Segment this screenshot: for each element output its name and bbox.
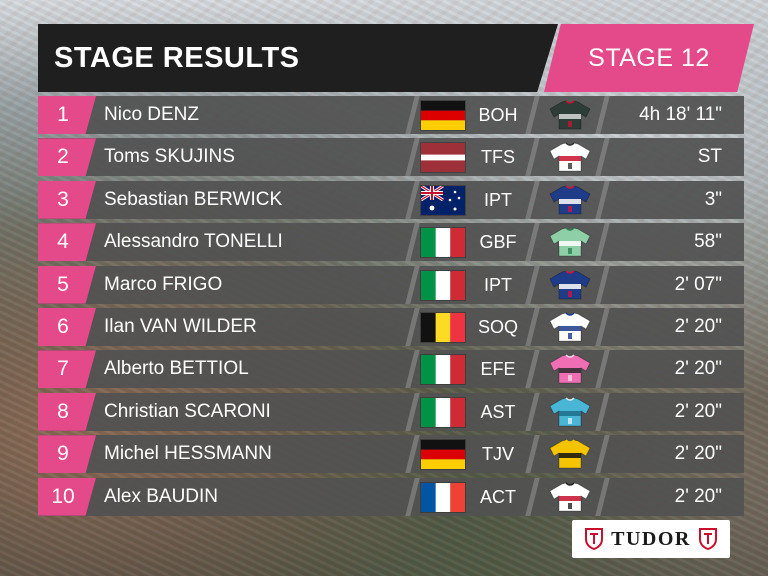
australia-flag-icon — [421, 185, 465, 215]
rank-number: 4 — [57, 230, 69, 254]
shield-icon — [698, 528, 717, 550]
team-code: EFE — [480, 359, 516, 380]
rider-name: Toms SKUJINS — [104, 146, 235, 168]
rank-box — [38, 350, 96, 389]
team-code: TJV — [481, 444, 514, 465]
page-title: STAGE RESULTS — [54, 42, 300, 74]
rank-box — [38, 392, 96, 431]
row-bar — [38, 392, 744, 431]
row-bar — [38, 96, 744, 134]
row-bar — [38, 223, 744, 262]
rank-number: 9 — [57, 442, 69, 466]
rider-name: Alessandro TONELLI — [104, 231, 283, 253]
efe-jersey-icon — [548, 354, 592, 384]
team-code: IPT — [483, 274, 512, 295]
result-row: 9 Michel HESSMANN TJV 2' 20" — [0, 435, 768, 474]
result-row: 6 Ilan VAN WILDER SOQ 2' 20" — [0, 308, 768, 346]
team-code: IPT — [483, 189, 512, 210]
belgium-flag-icon — [421, 313, 465, 342]
rider-name: Sebastian BERWICK — [104, 188, 283, 210]
row-bar — [38, 265, 744, 304]
result-row: 10 Alex BAUDIN ACT 2' 20" — [0, 477, 768, 516]
team-code: SOQ — [477, 317, 518, 337]
rank-number: 6 — [57, 315, 69, 338]
row-bar — [38, 435, 744, 474]
team-code: AST — [480, 401, 516, 422]
rank-box — [38, 308, 96, 346]
tfs-jersey-icon — [548, 142, 592, 172]
soq-jersey-icon — [548, 312, 592, 342]
finish-time: 58" — [694, 231, 722, 253]
rank-number: 8 — [57, 399, 69, 423]
result-row: 5 Marco FRIGO IPT 2' 07" — [0, 265, 768, 304]
italy-flag-icon — [421, 270, 465, 300]
stage-label: STAGE 12 — [588, 44, 710, 72]
act-jersey-icon — [548, 482, 592, 512]
finish-time: 2' 07" — [674, 273, 722, 295]
germany-flag-icon — [421, 101, 465, 130]
rank-number: 1 — [57, 103, 69, 126]
finish-time: 2' 20" — [674, 358, 722, 380]
stage-tab — [544, 24, 754, 92]
result-row: 1 Nico DENZ BOH 4h 18' 11" — [0, 96, 768, 134]
sponsor-logo: TUDOR — [572, 520, 730, 558]
shield-icon — [585, 528, 604, 550]
result-row: 3 Sebastian BERWICK IPT 3" — [0, 180, 768, 219]
row-bar — [38, 180, 744, 219]
rider-name: Christian SCARONI — [104, 400, 271, 422]
result-row: 4 Alessandro TONELLI GBF 58" — [0, 223, 768, 262]
finish-time: ST — [697, 146, 722, 168]
ipt-jersey-icon — [548, 270, 592, 300]
row-bar — [38, 477, 744, 516]
header-bar — [38, 24, 558, 92]
rank-box — [38, 223, 96, 262]
rank-box — [38, 138, 96, 177]
rank-box — [38, 265, 96, 304]
team-code: BOH — [478, 105, 518, 125]
rider-name: Ilan VAN WILDER — [104, 316, 257, 337]
rank-box — [38, 435, 96, 474]
ast-jersey-icon — [548, 397, 592, 427]
rank-number: 5 — [57, 272, 69, 296]
team-code: TFS — [481, 147, 515, 168]
finish-time: 2' 20" — [674, 316, 722, 337]
france-flag-icon — [421, 482, 465, 512]
rank-number: 2 — [57, 145, 69, 169]
germany-flag-icon — [421, 440, 465, 470]
italy-flag-icon — [421, 355, 465, 385]
row-bar — [38, 308, 744, 346]
rider-name: Nico DENZ — [104, 104, 200, 125]
team-code: GBF — [479, 232, 517, 253]
latvia-flag-icon — [421, 143, 465, 173]
finish-time: 2' 20" — [674, 400, 722, 422]
rider-name: Alex BAUDIN — [104, 485, 219, 507]
row-bar — [38, 138, 744, 177]
rank-box — [38, 180, 96, 219]
rank-number: 3 — [57, 187, 69, 211]
rider-name: Michel HESSMANN — [104, 443, 272, 465]
finish-time: 2' 20" — [674, 485, 722, 507]
italy-flag-icon — [421, 228, 465, 258]
rank-box — [38, 477, 96, 516]
boh-jersey-icon — [548, 100, 592, 130]
result-row: 7 Alberto BETTIOL EFE 2' 20" — [0, 350, 768, 389]
row-bar — [38, 350, 744, 389]
rank-number: 7 — [57, 357, 69, 381]
rider-name: Alberto BETTIOL — [104, 358, 249, 380]
rank-number: 10 — [51, 484, 75, 508]
rank-box — [38, 96, 96, 134]
gbf-jersey-icon — [548, 227, 592, 257]
result-row: 8 Christian SCARONI AST 2' 20" — [0, 392, 768, 431]
rider-name: Marco FRIGO — [104, 273, 223, 295]
finish-time: 3" — [704, 188, 722, 210]
sponsor-name: TUDOR — [611, 527, 691, 550]
tjv-jersey-icon — [548, 439, 592, 469]
italy-flag-icon — [421, 397, 465, 427]
team-code: ACT — [480, 486, 516, 507]
finish-time: 4h 18' 11" — [639, 104, 722, 125]
ipt-jersey-icon — [548, 185, 592, 215]
finish-time: 2' 20" — [674, 443, 722, 465]
result-row: 2 Toms SKUJINS TFS ST — [0, 138, 768, 177]
